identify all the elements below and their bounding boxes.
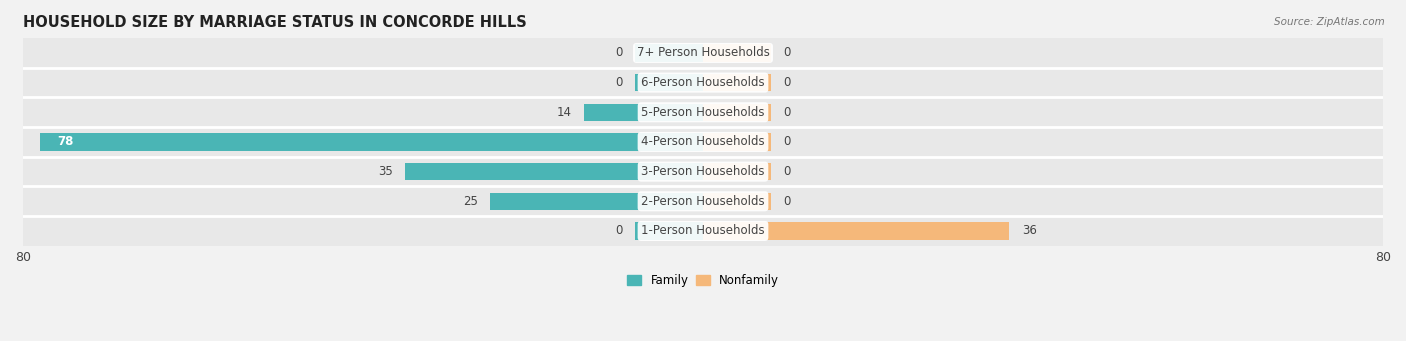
Bar	[636, 44, 703, 61]
Text: 1-Person Households: 1-Person Households	[641, 224, 765, 237]
Text: 7+ Person Households: 7+ Person Households	[637, 46, 769, 59]
Bar	[583, 104, 703, 121]
Text: 0: 0	[614, 224, 623, 237]
Text: 3-Person Households: 3-Person Households	[641, 165, 765, 178]
Legend: Family, Nonfamily: Family, Nonfamily	[621, 269, 785, 292]
Text: HOUSEHOLD SIZE BY MARRIAGE STATUS IN CONCORDE HILLS: HOUSEHOLD SIZE BY MARRIAGE STATUS IN CON…	[22, 15, 527, 30]
Bar	[22, 68, 1384, 98]
Bar	[703, 163, 770, 180]
Text: 78: 78	[58, 135, 73, 148]
Bar	[22, 187, 1384, 216]
Bar	[703, 222, 1010, 240]
Text: Source: ZipAtlas.com: Source: ZipAtlas.com	[1274, 17, 1385, 27]
Bar	[703, 104, 770, 121]
Bar	[22, 216, 1384, 246]
Text: 0: 0	[783, 76, 792, 89]
Text: 0: 0	[783, 46, 792, 59]
Bar	[39, 133, 703, 151]
Text: 35: 35	[378, 165, 392, 178]
Text: 25: 25	[463, 195, 478, 208]
Bar	[22, 98, 1384, 127]
Text: 0: 0	[614, 76, 623, 89]
Bar	[405, 163, 703, 180]
Bar	[22, 127, 1384, 157]
Text: 2-Person Households: 2-Person Households	[641, 195, 765, 208]
Bar	[703, 74, 770, 91]
Bar	[636, 74, 703, 91]
Text: 5-Person Households: 5-Person Households	[641, 106, 765, 119]
Text: 36: 36	[1022, 224, 1036, 237]
Bar	[22, 38, 1384, 68]
Text: 6-Person Households: 6-Person Households	[641, 76, 765, 89]
Bar	[636, 222, 703, 240]
Bar	[703, 133, 770, 151]
Text: 14: 14	[557, 106, 571, 119]
Text: 0: 0	[783, 106, 792, 119]
Text: 0: 0	[783, 165, 792, 178]
Bar	[703, 44, 770, 61]
Text: 0: 0	[614, 46, 623, 59]
Bar	[491, 193, 703, 210]
Bar	[703, 193, 770, 210]
Text: 4-Person Households: 4-Person Households	[641, 135, 765, 148]
Text: 0: 0	[783, 195, 792, 208]
Bar	[22, 157, 1384, 187]
Text: 0: 0	[783, 135, 792, 148]
